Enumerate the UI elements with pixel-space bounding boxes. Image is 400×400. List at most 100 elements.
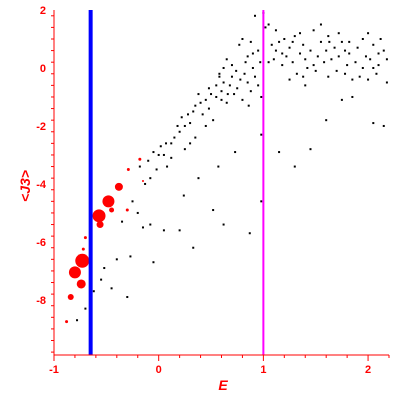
data-point	[267, 23, 270, 26]
data-point	[141, 226, 144, 229]
data-point	[304, 84, 307, 87]
y-axis-title: <J3>	[17, 170, 33, 202]
data-point	[361, 66, 364, 69]
y-tick-label: 0	[40, 63, 46, 75]
data-point	[220, 90, 223, 93]
data-point	[325, 49, 328, 52]
data-point	[274, 29, 277, 32]
data-point	[222, 81, 225, 84]
data-point	[178, 130, 181, 133]
data-point	[187, 113, 189, 116]
x-axis-title: E	[218, 377, 228, 393]
data-point	[147, 159, 150, 162]
data-point	[361, 37, 364, 40]
data-point	[369, 58, 372, 61]
data-point	[225, 58, 228, 61]
data-point	[217, 165, 220, 168]
data-point	[207, 87, 210, 90]
data-point	[340, 98, 343, 101]
data-point	[241, 98, 244, 101]
data-point	[159, 145, 162, 148]
data-point	[278, 40, 281, 43]
data-point	[337, 32, 340, 35]
x-tick-label: 0	[156, 364, 162, 376]
data-point	[285, 55, 288, 58]
data-point	[267, 61, 270, 64]
data-point	[299, 32, 302, 35]
data-point	[259, 61, 262, 64]
data-point	[299, 52, 302, 55]
data-point	[197, 177, 200, 180]
data-point	[67, 294, 74, 301]
data-point	[212, 119, 215, 122]
data-point	[92, 209, 106, 223]
data-point	[281, 52, 284, 55]
axes-layer	[53, 10, 389, 356]
data-point	[165, 142, 168, 145]
data-point	[377, 52, 380, 55]
data-points-layer	[65, 11, 388, 324]
ticks-layer: -1 0 1 2 2 0 -2 -4 -6 -8	[36, 5, 390, 376]
data-point	[178, 229, 181, 232]
data-point	[385, 58, 388, 61]
data-point	[377, 64, 380, 67]
data-point	[201, 113, 204, 116]
data-point	[194, 136, 197, 139]
data-point	[149, 177, 152, 180]
data-point	[348, 40, 351, 43]
data-point	[288, 78, 291, 81]
data-point	[302, 43, 305, 46]
data-point	[152, 261, 155, 264]
data-point	[234, 151, 237, 154]
data-point	[291, 61, 294, 64]
data-point	[272, 58, 275, 61]
data-point	[348, 52, 351, 55]
data-point	[238, 43, 241, 46]
data-point	[204, 98, 207, 101]
data-point	[233, 93, 236, 96]
data-point	[199, 101, 202, 104]
data-point	[236, 87, 239, 90]
data-point	[218, 75, 221, 78]
data-point	[323, 61, 326, 64]
data-point	[333, 46, 336, 49]
data-point	[173, 136, 176, 139]
data-point	[155, 168, 158, 171]
data-point	[222, 223, 225, 226]
data-point	[96, 221, 104, 229]
data-point	[327, 75, 330, 78]
data-point	[149, 223, 152, 226]
data-point	[260, 133, 263, 136]
y-tick-label: -2	[36, 121, 46, 133]
data-point	[246, 81, 249, 84]
data-point	[226, 93, 229, 96]
data-point	[309, 49, 312, 52]
data-point	[157, 153, 160, 156]
data-point	[75, 253, 90, 268]
data-point	[354, 61, 357, 64]
data-point	[102, 195, 115, 208]
data-point	[197, 93, 200, 96]
data-point	[254, 14, 256, 17]
data-point	[110, 287, 113, 290]
data-point	[83, 236, 87, 240]
data-point	[228, 84, 231, 87]
data-point	[328, 40, 331, 43]
data-point	[351, 95, 354, 98]
data-point	[131, 200, 134, 203]
data-point	[241, 37, 244, 40]
data-point	[194, 104, 197, 107]
data-point	[222, 66, 225, 69]
data-point	[212, 209, 215, 212]
data-point	[126, 167, 130, 171]
data-point	[207, 107, 210, 110]
data-point	[125, 208, 129, 212]
data-point	[319, 40, 322, 43]
data-point	[65, 320, 69, 324]
data-point	[176, 124, 179, 127]
data-point	[312, 64, 315, 67]
data-point	[162, 229, 165, 232]
data-point	[385, 81, 388, 84]
data-point	[235, 69, 238, 72]
data-point	[257, 84, 260, 87]
